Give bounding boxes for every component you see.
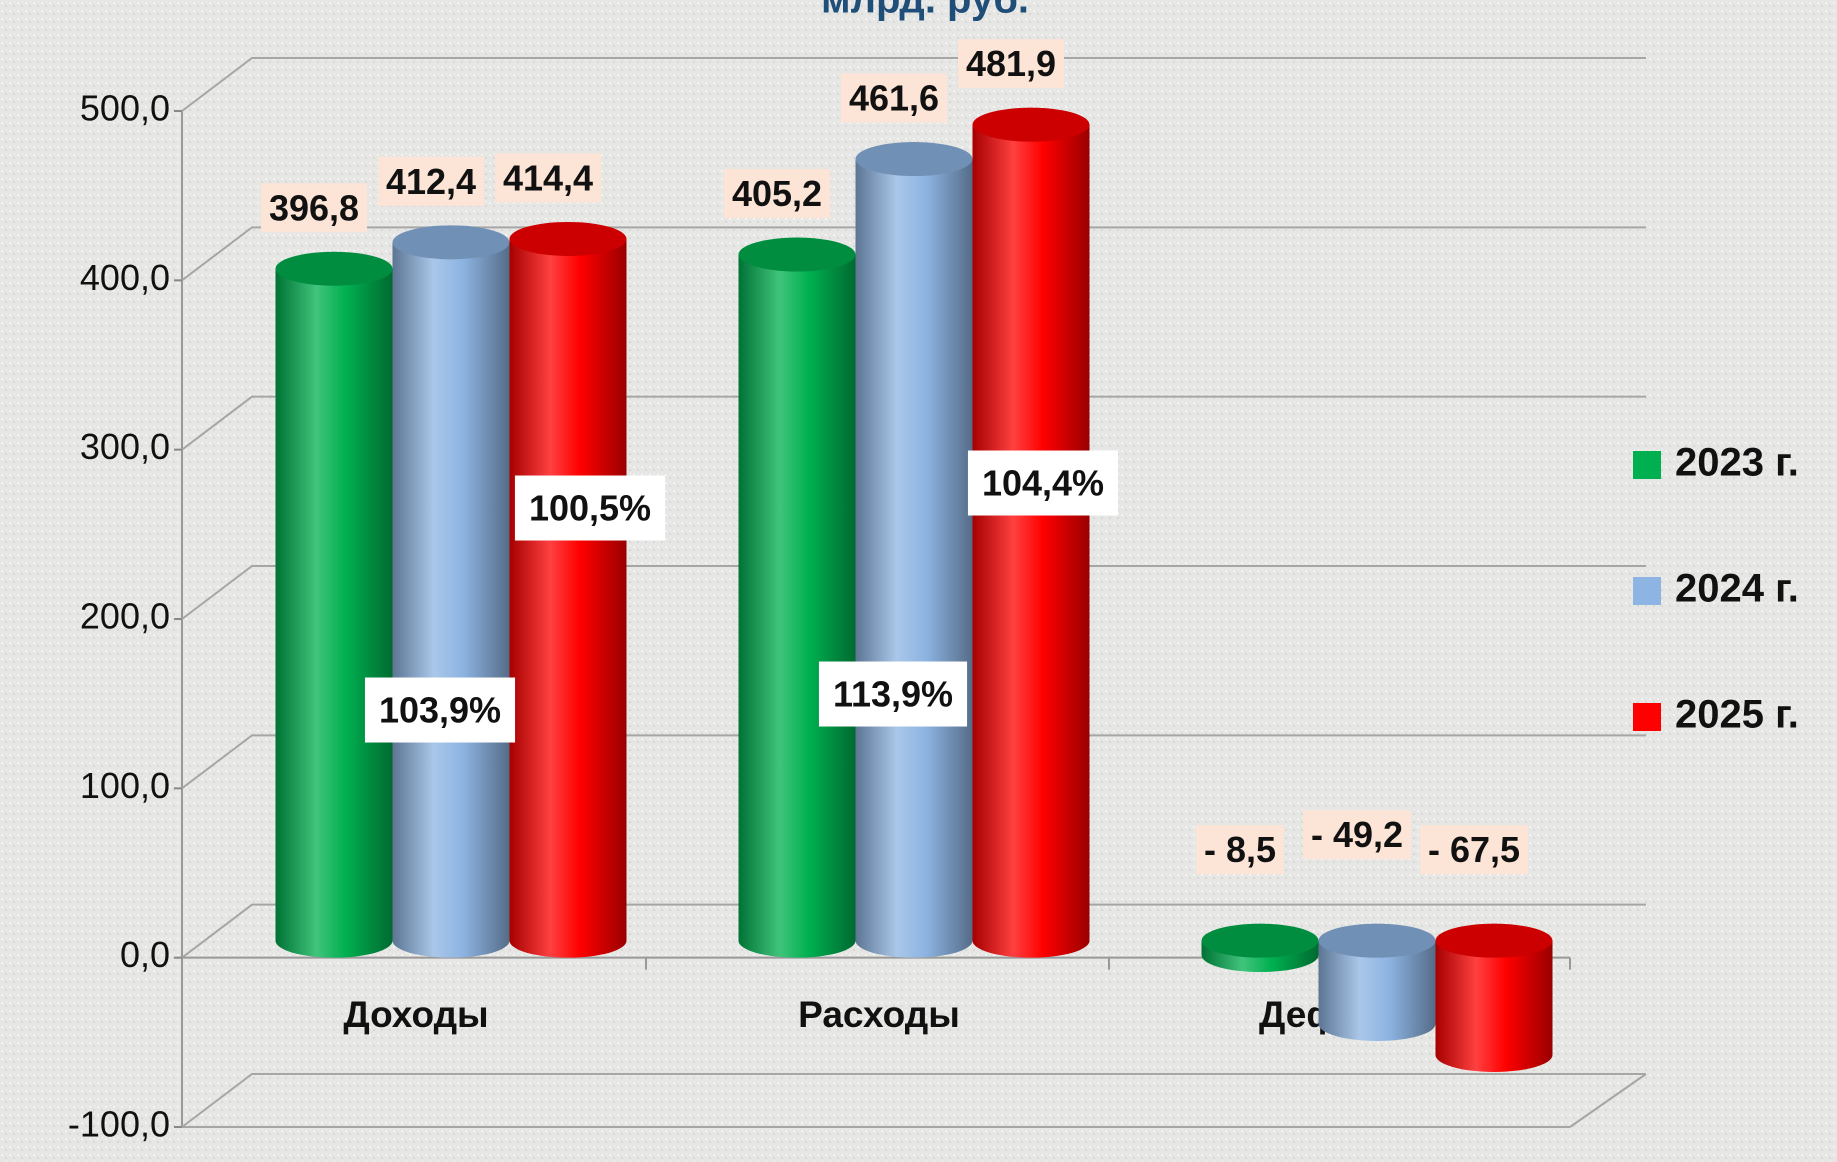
grid-line bbox=[181, 57, 1646, 112]
bar bbox=[509, 238, 627, 941]
bar-base bbox=[392, 923, 510, 958]
bar bbox=[738, 254, 856, 941]
value-label: 396,8 bbox=[269, 187, 359, 228]
annotation: 103,9% bbox=[379, 690, 501, 731]
grid-line bbox=[181, 565, 1646, 620]
value-label-bg bbox=[957, 39, 1065, 89]
annotation-bg bbox=[514, 475, 666, 541]
value-label-bg bbox=[840, 73, 948, 123]
annotation-bg bbox=[818, 661, 968, 727]
y-tick-label: -100,0 bbox=[68, 1104, 170, 1145]
bar-base bbox=[972, 923, 1090, 958]
legend-swatch bbox=[1633, 451, 1661, 479]
value-label: 461,6 bbox=[849, 78, 939, 119]
bar bbox=[392, 242, 510, 941]
bar-base bbox=[1435, 1037, 1553, 1072]
y-tick-label: 300,0 bbox=[80, 426, 170, 467]
bar bbox=[1435, 940, 1553, 1055]
bar-top bbox=[392, 225, 510, 260]
bar-top bbox=[509, 221, 627, 256]
annotation: 104,4% bbox=[982, 463, 1104, 504]
y-tick-label: 500,0 bbox=[80, 88, 170, 129]
y-tick-label: 400,0 bbox=[80, 257, 170, 298]
value-label-bg bbox=[1419, 825, 1529, 875]
value-label-bg bbox=[1195, 825, 1285, 875]
legend-swatch bbox=[1633, 703, 1661, 731]
bar bbox=[972, 124, 1090, 941]
bar-top bbox=[972, 107, 1090, 142]
y-tick-label: 0,0 bbox=[120, 934, 170, 975]
annotation-bg bbox=[364, 677, 516, 743]
legend-label: 2023 г. bbox=[1675, 441, 1799, 485]
x-tick-label: Расходы bbox=[798, 994, 960, 1035]
legend-label: 2024 г. bbox=[1675, 567, 1799, 611]
annotation-bg bbox=[967, 450, 1119, 516]
annotation: 113,9% bbox=[833, 674, 953, 715]
legend-swatch bbox=[1633, 577, 1661, 605]
bar-base bbox=[275, 923, 393, 958]
value-label-bg bbox=[260, 183, 368, 233]
value-label-bg bbox=[494, 153, 602, 203]
value-label: - 8,5 bbox=[1204, 829, 1276, 870]
legend-label: 2025 г. bbox=[1675, 693, 1799, 737]
y-tick-label: 200,0 bbox=[80, 596, 170, 637]
bar-base bbox=[509, 923, 627, 958]
value-label: 412,4 bbox=[386, 161, 476, 202]
value-label-bg bbox=[1302, 810, 1412, 860]
value-label: 481,9 bbox=[966, 43, 1056, 84]
value-label-bg bbox=[723, 169, 831, 219]
bar-base bbox=[738, 923, 856, 958]
floor-edge bbox=[1569, 1073, 1647, 1128]
value-label-bg bbox=[377, 156, 485, 206]
annotation: 100,5% bbox=[529, 488, 651, 529]
value-label: 405,2 bbox=[732, 173, 822, 214]
grid-line bbox=[181, 1073, 1646, 1128]
value-label: 414,4 bbox=[503, 157, 593, 198]
grid-line bbox=[181, 903, 1646, 959]
bar-top bbox=[1318, 923, 1436, 958]
value-label: - 67,5 bbox=[1428, 829, 1520, 870]
grid-line bbox=[181, 395, 1646, 451]
bar-top bbox=[855, 142, 973, 177]
bar-top bbox=[275, 251, 393, 286]
bar-top bbox=[1435, 923, 1553, 958]
bar bbox=[275, 268, 393, 941]
grid-line bbox=[181, 226, 1646, 282]
chart-title: млрд. руб. bbox=[821, 0, 1029, 22]
value-label: - 49,2 bbox=[1311, 814, 1403, 855]
bar-base bbox=[855, 923, 973, 958]
bar-base bbox=[1318, 1006, 1436, 1041]
x-tick-label: Доходы bbox=[343, 994, 488, 1035]
bar bbox=[855, 159, 973, 941]
grid-line bbox=[181, 734, 1646, 790]
bar-top bbox=[1201, 923, 1319, 958]
y-tick-label: 100,0 bbox=[80, 765, 170, 806]
bar-top bbox=[738, 237, 856, 272]
